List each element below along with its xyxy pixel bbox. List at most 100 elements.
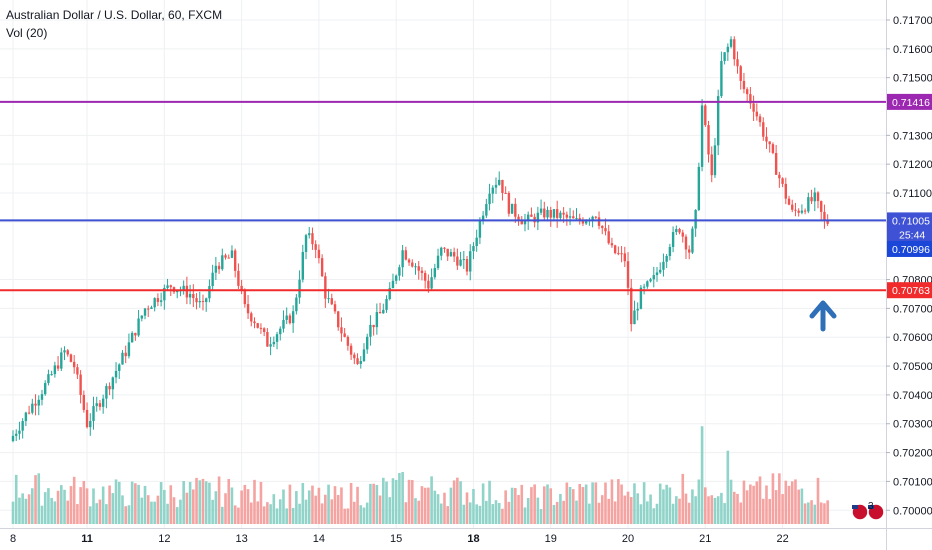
candle-body [37, 399, 40, 406]
candle-body [771, 144, 775, 153]
volume-bar [262, 506, 266, 524]
volume-bar [452, 480, 456, 524]
candle-body [617, 253, 620, 255]
volume-bar [571, 489, 575, 524]
volume-bar [594, 482, 598, 524]
candle-body [707, 125, 710, 155]
volume-bar [353, 501, 356, 524]
volume-bar [752, 485, 755, 524]
volume-bar [340, 487, 343, 524]
candle-body [394, 275, 398, 281]
candle-body [250, 313, 253, 322]
candle-body [633, 310, 636, 325]
candle-body [243, 290, 247, 305]
candle-body [356, 358, 359, 364]
volume-bar [40, 505, 44, 524]
candle-body [800, 210, 804, 213]
volume-bar [742, 480, 746, 524]
volume-bar [394, 479, 398, 524]
volume-bar [156, 495, 160, 524]
candle-body [820, 201, 823, 212]
candle-body [456, 256, 459, 266]
currency-flags-icon[interactable]: 3 [851, 501, 885, 521]
volume-bar [82, 480, 86, 524]
volume-bar [462, 504, 466, 524]
x-tick-label: 20 [622, 533, 634, 545]
candle-body [774, 152, 778, 175]
candle-body [31, 403, 34, 413]
candle-body [794, 209, 797, 211]
y-tick-label: 0.70700 [893, 303, 932, 315]
volume-bar [443, 492, 446, 524]
candle-body [723, 52, 726, 61]
candle-body [694, 209, 697, 229]
volume-bar [694, 496, 697, 524]
volume-bar [800, 488, 804, 524]
candle-body [597, 217, 601, 226]
volume-bar [681, 473, 685, 524]
volume-bar [227, 479, 231, 524]
volume-bar [108, 485, 111, 524]
candle-body [308, 233, 311, 236]
candle-body [671, 232, 675, 247]
candle-body [176, 290, 179, 293]
candle-body [27, 412, 31, 414]
candle-body [601, 225, 604, 229]
candle-body [684, 236, 688, 250]
volume-bar [185, 492, 189, 524]
candle-body [407, 259, 411, 263]
volume-bar [417, 500, 421, 524]
y-tick-label: 0.70400 [893, 390, 932, 402]
candle-body [50, 374, 53, 376]
volume-bar [24, 498, 28, 524]
candle-body [253, 321, 256, 324]
candle-body [681, 232, 684, 237]
candle-body [340, 327, 343, 334]
candle-body [646, 281, 649, 287]
candle-body [282, 319, 285, 329]
volume-bar [491, 504, 495, 524]
volume-bar [481, 483, 485, 524]
volume-bar [591, 482, 594, 524]
volume-bar [687, 502, 691, 524]
candle-body [353, 354, 356, 359]
volume-bar [246, 489, 250, 524]
volume-bar [533, 484, 536, 524]
volume-bar [697, 479, 701, 524]
candle-body [34, 403, 37, 406]
volume-bar [497, 502, 501, 524]
volume-bar [349, 482, 353, 524]
volume-bar [797, 489, 800, 524]
x-tick-label: 22 [776, 533, 788, 545]
up-arrow-path [809, 300, 837, 332]
candle-body [85, 409, 89, 428]
candle-body [568, 216, 572, 218]
candle-body [665, 255, 668, 262]
x-tick-label: 11 [81, 533, 93, 545]
volume-bar [423, 487, 427, 524]
candle-body [700, 105, 704, 167]
volume-bar [604, 482, 607, 524]
volume-bar [665, 484, 668, 524]
volume-bar [642, 482, 646, 524]
candle-body [742, 80, 746, 90]
volume-bar [76, 504, 79, 524]
price-axis[interactable] [886, 0, 932, 550]
candle-body [559, 212, 562, 218]
candle-body [659, 269, 662, 273]
volume-bar [649, 494, 652, 524]
volume-bar [465, 492, 469, 524]
volume-bar [146, 495, 150, 524]
volume-bar [330, 499, 334, 524]
candle-body [549, 209, 552, 218]
volume-bar [365, 502, 369, 524]
candle-body [269, 344, 272, 347]
volume-bar [662, 489, 665, 524]
volume-bar [771, 473, 775, 524]
candle-body [198, 301, 201, 303]
candle-body [649, 279, 652, 282]
volume-bar [813, 504, 817, 524]
candle-body [311, 233, 314, 245]
price-label-box [887, 282, 932, 299]
